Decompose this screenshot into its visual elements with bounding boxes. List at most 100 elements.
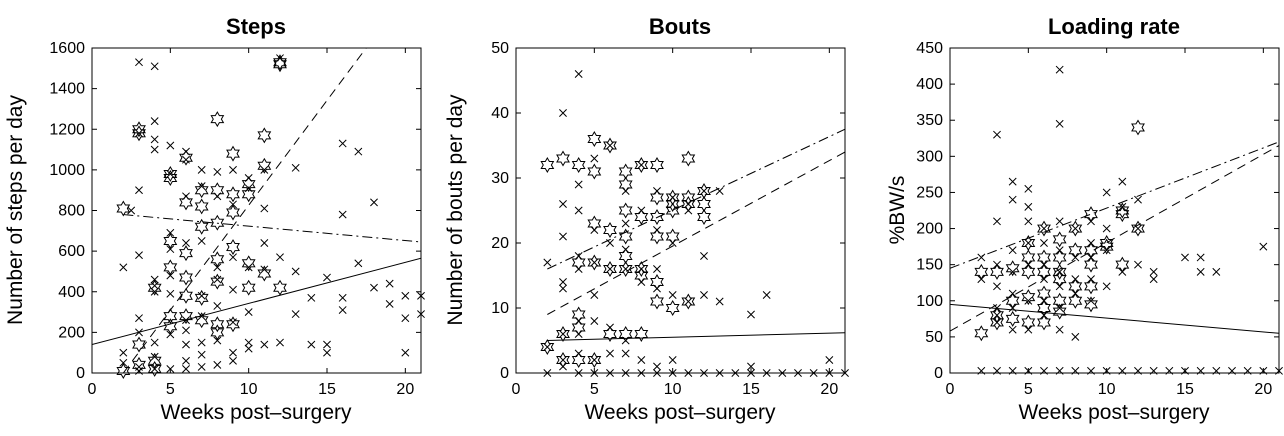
- y-tick-label: 400: [58, 284, 85, 301]
- data-point-x: [276, 339, 283, 346]
- data-point-hexagram: [975, 265, 987, 279]
- data-point-hexagram: [227, 206, 239, 220]
- data-point-x: [826, 356, 833, 363]
- data-point-x: [575, 70, 582, 77]
- data-point-x: [214, 337, 221, 344]
- data-point-x: [323, 349, 330, 356]
- data-point-x: [214, 168, 221, 175]
- y-axis-label-steps: Number of steps per day: [4, 95, 27, 325]
- data-point-x: [229, 319, 236, 326]
- data-point-x: [370, 284, 377, 291]
- data-point-x: [135, 315, 142, 322]
- data-point-x: [653, 363, 660, 370]
- data-point-x: [978, 254, 985, 261]
- data-point-x: [622, 350, 629, 357]
- data-point-hexagram: [573, 158, 585, 172]
- data-point-x: [1056, 120, 1063, 127]
- data-point-x: [308, 341, 315, 348]
- x-tick-label: 20: [396, 381, 414, 398]
- data-point-x: [182, 341, 189, 348]
- x-tick-label: 10: [1098, 381, 1116, 398]
- data-point-x: [1103, 189, 1110, 196]
- x-tick-label: 10: [664, 381, 682, 398]
- data-point-x: [198, 339, 205, 346]
- data-point-x: [993, 131, 1000, 138]
- data-point-x: [167, 331, 174, 338]
- data-point-x: [198, 363, 205, 370]
- y-tick-label: 600: [58, 243, 85, 260]
- data-point-hexagram: [620, 249, 632, 263]
- data-point-x: [292, 268, 299, 275]
- data-point-x: [261, 341, 268, 348]
- data-point-x: [167, 229, 174, 236]
- y-axis-label-bouts: Number of bouts per day: [444, 94, 467, 326]
- data-point-x: [559, 278, 566, 285]
- y-tick-label: 30: [491, 170, 509, 187]
- data-point-x: [182, 156, 189, 163]
- data-point-x: [261, 239, 268, 246]
- data-point-hexagram: [1054, 250, 1066, 264]
- markers: [541, 70, 848, 376]
- y-tick-label: 0: [500, 365, 509, 382]
- data-point-x: [1056, 326, 1063, 333]
- data-point-hexagram: [573, 256, 585, 270]
- data-point-x: [339, 140, 346, 147]
- data-point-x: [606, 239, 613, 246]
- data-point-x: [763, 291, 770, 298]
- data-point-x: [559, 233, 566, 240]
- data-point-x: [1072, 225, 1079, 232]
- data-point-hexagram: [588, 217, 600, 231]
- data-point-x: [151, 146, 158, 153]
- data-point-x: [1056, 218, 1063, 225]
- trendlines: [92, 48, 421, 373]
- data-point-hexagram: [227, 187, 239, 201]
- y-tick-label: 1200: [49, 121, 85, 138]
- data-point-x: [339, 211, 346, 218]
- data-point-x: [245, 345, 252, 352]
- y-tick-label: 200: [58, 324, 85, 341]
- data-point-x: [638, 356, 645, 363]
- data-point-x: [151, 276, 158, 283]
- data-point-x: [993, 218, 1000, 225]
- data-point-x: [1134, 196, 1141, 203]
- data-point-x: [182, 365, 189, 372]
- data-point-hexagram: [698, 197, 710, 211]
- data-point-hexagram: [651, 230, 663, 244]
- x-tick-label: 10: [240, 381, 258, 398]
- data-point-x: [1040, 239, 1047, 246]
- data-point-x: [386, 300, 393, 307]
- data-point-hexagram: [211, 275, 223, 289]
- y-tick-label: 350: [916, 112, 943, 129]
- data-point-hexagram: [1038, 315, 1050, 329]
- x-tick-label: 0: [88, 381, 97, 398]
- data-point-hexagram: [117, 364, 129, 378]
- data-point-x: [151, 118, 158, 125]
- data-point-hexagram: [604, 223, 616, 237]
- data-point-x: [167, 245, 174, 252]
- data-point-hexagram: [651, 275, 663, 289]
- data-point-hexagram: [1069, 279, 1081, 293]
- data-point-hexagram: [698, 210, 710, 224]
- data-point-x: [591, 356, 598, 363]
- data-point-x: [245, 308, 252, 315]
- y-tick-label: 0: [934, 365, 943, 382]
- data-point-x: [120, 349, 127, 356]
- data-point-x: [276, 254, 283, 261]
- data-point-x: [544, 259, 551, 266]
- data-point-hexagram: [620, 204, 632, 218]
- data-point-x: [1181, 254, 1188, 261]
- data-point-x: [669, 356, 676, 363]
- y-tick-label: 300: [916, 148, 943, 165]
- x-tick-label: 15: [742, 381, 760, 398]
- data-point-hexagram: [1022, 315, 1034, 329]
- data-point-x: [559, 109, 566, 116]
- data-point-hexagram: [258, 128, 270, 142]
- data-point-hexagram: [573, 321, 585, 335]
- y-tick-label: 200: [916, 221, 943, 238]
- data-point-x: [700, 291, 707, 298]
- data-point-hexagram: [651, 295, 663, 309]
- x-tick-label: 15: [1176, 381, 1194, 398]
- data-point-hexagram: [1132, 120, 1144, 134]
- data-point-x: [591, 317, 598, 324]
